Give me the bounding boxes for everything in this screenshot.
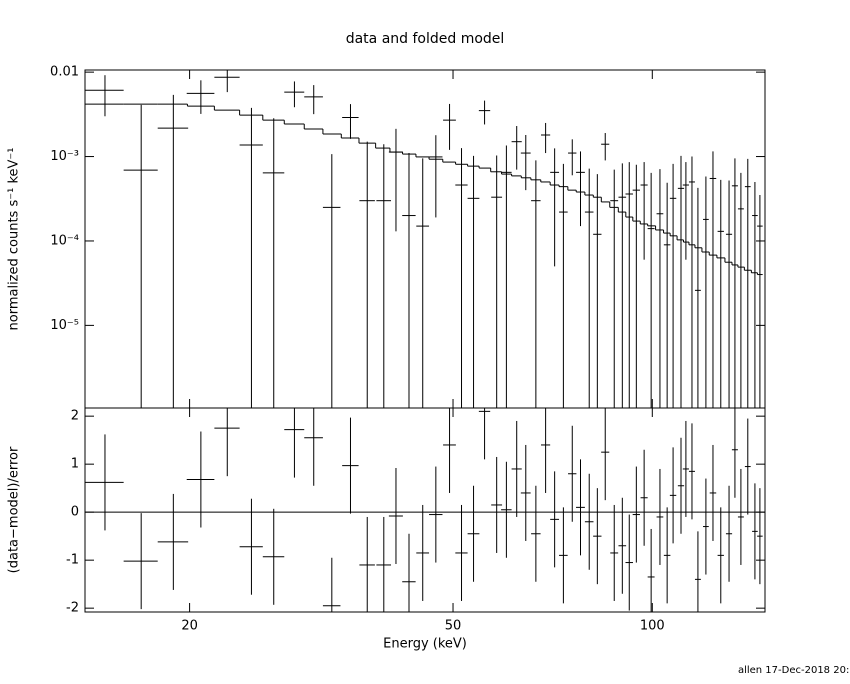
plot-frame: [84, 69, 766, 409]
y-axis-label: (data−model)/error: [7, 446, 22, 573]
plot-frame: [84, 407, 766, 613]
y-tick-label: 1: [71, 457, 79, 472]
y-tick-label: 2: [71, 409, 79, 424]
y-tick-label: -2: [66, 601, 79, 616]
y-tick-label: -1: [66, 553, 79, 568]
plot-area: [85, 408, 765, 612]
footer: allen 17-Dec-2018 20:19: [738, 665, 850, 676]
y-tick-label: 0: [71, 505, 79, 520]
plot-area: [85, 70, 763, 408]
y-axis-label: normalized counts s⁻¹ keV⁻¹: [7, 148, 22, 331]
x-tick-label: 20: [181, 619, 198, 634]
y-tick-label: 10⁻⁵: [50, 318, 79, 333]
x-axis-label: Energy (keV): [383, 637, 467, 652]
x-tick-label: 100: [640, 619, 665, 634]
x-tick-label: 50: [445, 619, 462, 634]
y-tick-label: 10⁻³: [50, 149, 79, 164]
chart-title: data and folded model: [346, 31, 505, 47]
y-tick-label: 0.01: [50, 65, 79, 80]
y-tick-label: 10⁻⁴: [50, 233, 79, 248]
